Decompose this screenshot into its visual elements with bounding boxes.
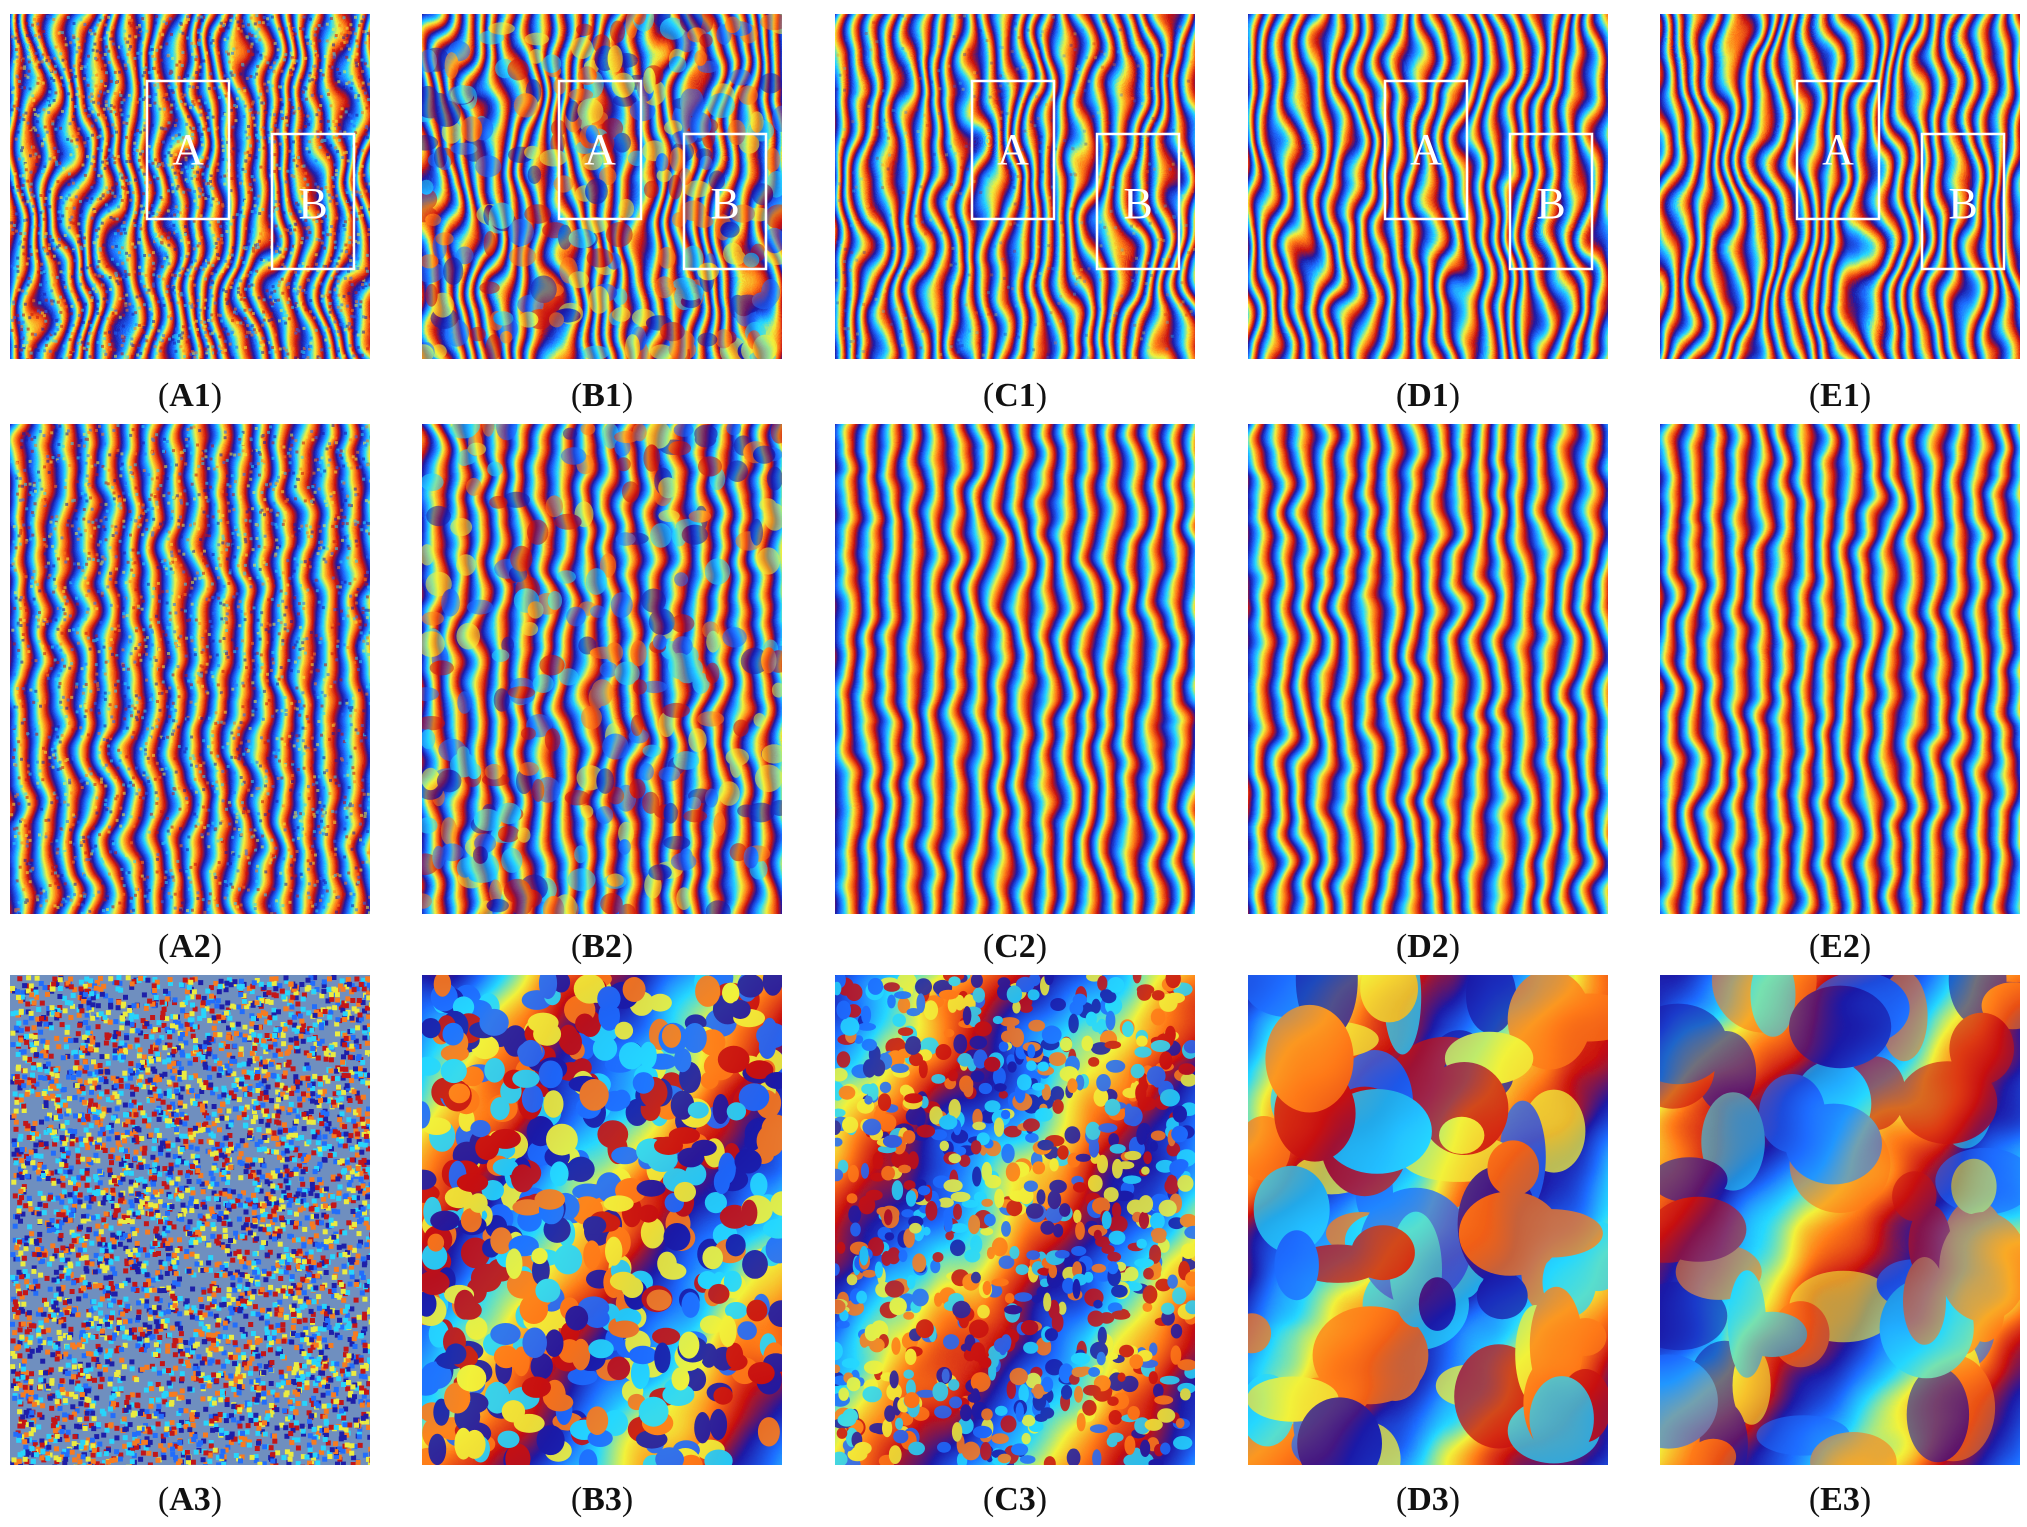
roi-label-b: B	[298, 179, 327, 228]
roi-label-b: B	[1123, 179, 1152, 228]
roi-label-b: B	[710, 179, 739, 228]
roi-label-a: A	[997, 125, 1029, 174]
panel-E3	[1660, 975, 2020, 1465]
caption-D2: (D2)	[1395, 928, 1461, 965]
caption-B3: (B3)	[570, 1481, 634, 1518]
panel-B2	[422, 424, 782, 914]
panel-A3	[10, 975, 370, 1465]
caption-C3: (C3)	[982, 1481, 1048, 1518]
interferogram-image	[10, 424, 370, 914]
roi-label-a: A	[172, 125, 204, 174]
panel-C2	[835, 424, 1195, 914]
interferogram-image: AB	[422, 14, 782, 359]
panel-D2	[1248, 424, 1608, 914]
interferogram-image: AB	[1660, 14, 2020, 359]
caption-B2: (B2)	[570, 928, 634, 965]
interferogram-image: AB	[10, 14, 370, 359]
panel-E2	[1660, 424, 2020, 914]
interferogram-image: AB	[835, 14, 1195, 359]
panel-A2	[10, 424, 370, 914]
interferogram-image: AB	[1248, 14, 1608, 359]
interferogram-image	[10, 975, 370, 1465]
interferogram-image	[835, 975, 1195, 1465]
interferogram-image	[1248, 975, 1608, 1465]
caption-D1: (D1)	[1395, 377, 1461, 414]
panel-D3	[1248, 975, 1608, 1465]
roi-label-b: B	[1536, 179, 1565, 228]
panel-C3	[835, 975, 1195, 1465]
roi-label-a: A	[584, 125, 616, 174]
caption-A1: (A1)	[157, 377, 223, 414]
caption-B1: (B1)	[570, 377, 634, 414]
caption-A2: (A2)	[157, 928, 223, 965]
interferogram-image	[1660, 975, 2020, 1465]
panel-B3	[422, 975, 782, 1465]
caption-D3: (D3)	[1395, 1481, 1461, 1518]
caption-E3: (E3)	[1808, 1481, 1872, 1518]
caption-A3: (A3)	[157, 1481, 223, 1518]
interferogram-image	[835, 424, 1195, 914]
interferogram-image	[422, 424, 782, 914]
caption-C1: (C1)	[982, 377, 1048, 414]
interferogram-image	[1248, 424, 1608, 914]
roi-label-a: A	[1410, 125, 1442, 174]
caption-C2: (C2)	[982, 928, 1048, 965]
caption-E2: (E2)	[1808, 928, 1872, 965]
interferogram-image	[422, 975, 782, 1465]
interferogram-image	[1660, 424, 2020, 914]
roi-label-a: A	[1822, 125, 1854, 174]
caption-E1: (E1)	[1808, 377, 1872, 414]
roi-label-b: B	[1948, 179, 1977, 228]
